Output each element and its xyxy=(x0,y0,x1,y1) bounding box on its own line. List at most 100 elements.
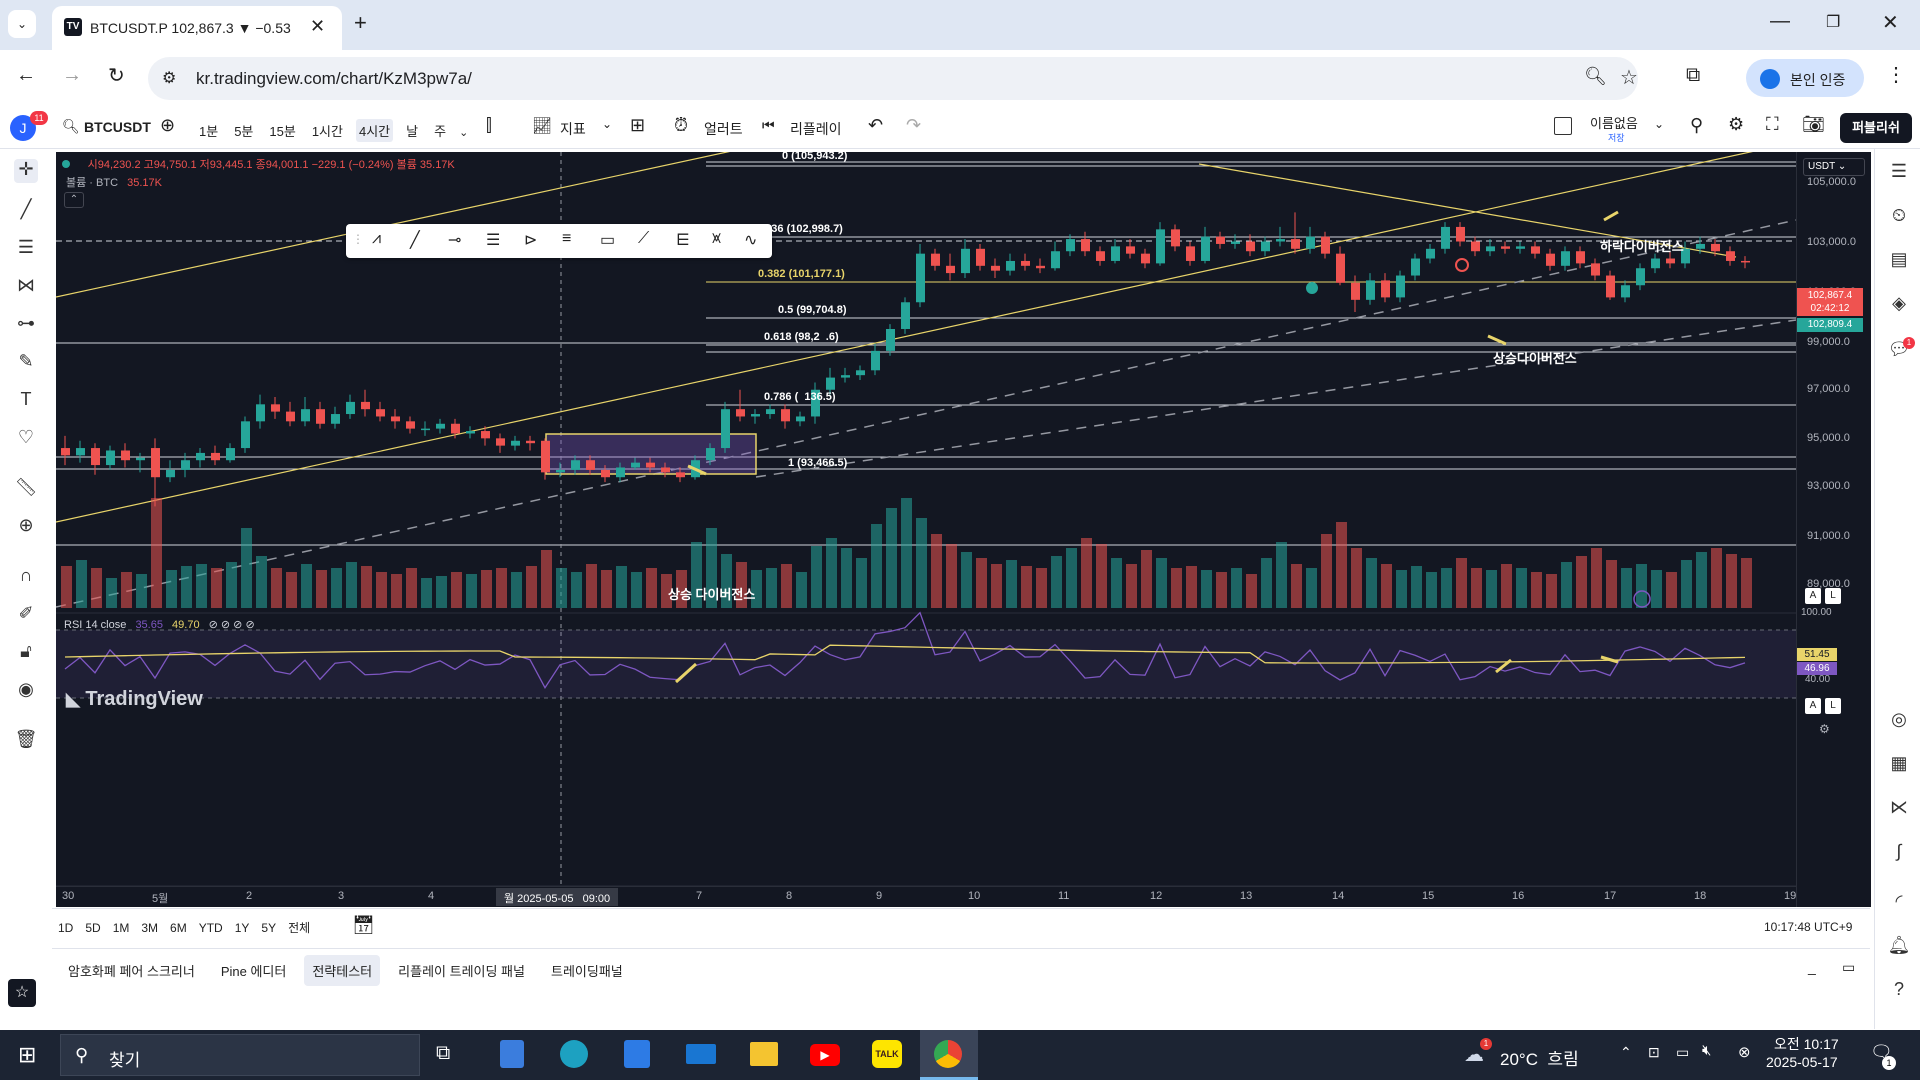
range-4[interactable]: 6M xyxy=(170,921,187,935)
text-tool-icon[interactable]: T xyxy=(20,389,32,409)
range-7[interactable]: 5Y xyxy=(261,921,277,935)
youtube-app-icon[interactable]: ▶ xyxy=(810,1044,840,1066)
range-5[interactable]: YTD xyxy=(198,921,223,935)
fullscreen-icon[interactable]: ⛶ xyxy=(1766,114,1779,134)
annotation-bull-div-2[interactable]: 상승다이버전스 xyxy=(1493,351,1577,366)
layout-checkbox-icon[interactable] xyxy=(1554,117,1572,135)
calculator-app-icon[interactable] xyxy=(500,1040,524,1068)
brush-icon[interactable]: ✎ xyxy=(18,351,34,371)
reload-icon[interactable]: ↻ xyxy=(108,65,125,87)
trash-icon[interactable]: 🗑︎ xyxy=(14,729,38,749)
divergence-mark-1[interactable] xyxy=(1487,334,1507,346)
taskbar-search-box[interactable]: ⚲ 찾기 xyxy=(60,1034,420,1076)
panel-tab-1[interactable]: Pine 에디터 xyxy=(220,964,287,979)
trendline-descending[interactable] xyxy=(1198,163,1737,258)
annotation-bull-div-1[interactable]: 상승 다이버전스 xyxy=(668,587,756,602)
range-0[interactable]: 1D xyxy=(58,921,74,935)
signal-circle-green[interactable] xyxy=(1306,282,1318,294)
ruler-icon[interactable]: 📏︎ xyxy=(14,477,38,497)
signal-circle-red[interactable] xyxy=(1455,258,1469,272)
tool-path-icon[interactable]: ⟋ xyxy=(638,230,650,247)
tool-abc-pattern-icon[interactable]: ⩘ xyxy=(372,230,382,247)
zoom-icon[interactable]: 🔍︎ xyxy=(1584,66,1607,86)
symbol-search-icon[interactable]: 🔍︎ xyxy=(62,118,80,134)
interval-1[interactable]: 5분 xyxy=(234,124,254,139)
tool-pitchfork-icon[interactable]: ⊳ xyxy=(524,232,538,249)
interval-0[interactable]: 1분 xyxy=(199,124,219,139)
time-axis[interactable]: 30 5월 2 3 4 7 8 9 10 11 12 13 14 15 16 17 18 19 월 2025-05… xyxy=(56,886,1796,907)
chart-pane[interactable]: 시94,230.2 고94,750.1 저93,445.1 종94,001.1 … xyxy=(56,150,1871,907)
chrome-app-active[interactable] xyxy=(920,1030,978,1080)
browser-tab[interactable]: TV BTCUSDT.P 102,867.3 ▼ −0.53 ✕ xyxy=(52,6,342,50)
symbol-name[interactable]: BTCUSDT xyxy=(84,119,151,135)
calendar-icon[interactable]: ▦ xyxy=(1890,753,1908,773)
range-8[interactable]: 전체 xyxy=(288,921,311,935)
window-maximize-icon[interactable]: ❐ xyxy=(1826,14,1841,31)
range-3[interactable]: 3M xyxy=(141,921,159,935)
range-1[interactable]: 5D xyxy=(85,921,101,935)
trendline-upper[interactable] xyxy=(56,152,866,298)
news-icon[interactable]: ▤ xyxy=(1890,249,1908,269)
window-close-icon[interactable]: ✕ xyxy=(1882,12,1899,34)
tool-rectangle-icon[interactable]: ▭ xyxy=(600,232,616,249)
panel-tab-4[interactable]: 트레이딩패널 xyxy=(550,964,623,979)
divergence-mark-0[interactable] xyxy=(687,464,707,476)
divergence-mark-4[interactable] xyxy=(1495,658,1512,674)
currency-select[interactable]: USDT ⌄ xyxy=(1803,158,1865,176)
lock-icon[interactable]: 🔓︎ xyxy=(20,641,32,661)
panel-minimize-icon[interactable]: _ xyxy=(1808,959,1816,975)
snapshot-camera-icon[interactable]: 📷︎ xyxy=(1802,114,1825,134)
file-explorer-icon[interactable] xyxy=(750,1042,778,1066)
new-tab-icon[interactable]: + xyxy=(354,10,367,35)
panel-tab-2[interactable]: 전략테스터 xyxy=(304,955,381,986)
layouts-grid-icon[interactable]: ⊞ xyxy=(630,115,646,135)
price-axis[interactable]: USDT ⌄ 105,000.0103,000.0101,000.099,000… xyxy=(1796,152,1871,907)
profile-button[interactable]: 본인 인증 xyxy=(1746,59,1864,97)
interval-menu-chevron-icon[interactable]: ⌄ xyxy=(459,127,469,139)
interval-6[interactable]: 주 xyxy=(434,124,447,139)
crosshair-icon[interactable]: ✛ xyxy=(14,159,38,183)
compare-add-icon[interactable]: ⊕ xyxy=(160,115,176,135)
hide-drawings-eye-icon[interactable]: ◉ xyxy=(18,679,34,699)
stay-drawing-icon[interactable]: ✐ xyxy=(18,603,34,623)
time-settings-icon[interactable]: ⚙ xyxy=(1819,722,1830,736)
interval-4[interactable]: 4시간 xyxy=(355,119,394,142)
layout-menu-chevron-icon[interactable]: ⌄ xyxy=(1654,117,1665,131)
watchlist-star-icon[interactable]: ☆ xyxy=(8,979,36,1007)
windows-start-icon[interactable]: ⊞ xyxy=(18,1042,37,1067)
alerts-clock-icon[interactable]: ⏲ xyxy=(1891,205,1907,225)
chart-type-candles-icon[interactable]: ⫿ xyxy=(486,115,492,135)
extensions-icon[interactable]: ⧉ xyxy=(1686,64,1701,86)
weather-cloud-icon[interactable]: ☁ xyxy=(1464,1044,1484,1066)
lightning-icon[interactable] xyxy=(1633,590,1651,608)
help-icon[interactable]: ? xyxy=(1893,979,1904,999)
notification-bell-icon[interactable]: 🔔︎ xyxy=(1887,935,1911,955)
edge-browser-icon[interactable] xyxy=(560,1040,588,1068)
tool-wave-icon[interactable]: ∿ xyxy=(744,232,758,249)
indicators-button[interactable]: 지표 xyxy=(560,121,586,137)
taskbar-time[interactable]: 오전 10:17 xyxy=(1774,1036,1839,1052)
taskbar-date[interactable]: 2025-05-17 xyxy=(1766,1054,1838,1070)
go-to-date-icon[interactable]: 📅︎ xyxy=(352,915,375,935)
prediction-icon[interactable]: ⊶ xyxy=(17,313,35,333)
browser-menu-icon[interactable]: ⋮ xyxy=(1886,64,1906,86)
range-2[interactable]: 1M xyxy=(112,921,130,935)
tab-list-chevron-icon[interactable]: ⌄ xyxy=(8,10,36,38)
divergence-mark-5[interactable] xyxy=(1600,655,1619,664)
trendline-lower[interactable] xyxy=(56,152,1796,523)
back-icon[interactable]: ← xyxy=(16,64,36,86)
mail-app-icon[interactable] xyxy=(686,1044,716,1064)
layers-icon[interactable]: ◈ xyxy=(1892,293,1906,313)
panel-maximize-icon[interactable]: ▭ xyxy=(1842,959,1856,975)
divergence-mark-2[interactable] xyxy=(1603,210,1619,222)
drag-handle-icon[interactable]: ⋮ xyxy=(352,232,364,246)
url-field[interactable]: ⚙ kr.tradingview.com/chart/KzM3pw7a/ 🔍︎ … xyxy=(148,57,1638,100)
pattern-icon[interactable]: ⋈ xyxy=(17,275,35,295)
tray-chevron-icon[interactable]: ⌃ xyxy=(1620,1044,1632,1060)
tool-elliott-icon[interactable]: ⩙ xyxy=(712,230,722,247)
tool-parallel-channel-icon[interactable]: ≡ xyxy=(562,230,572,247)
forward-icon[interactable]: → xyxy=(62,64,82,86)
divergence-mark-3[interactable] xyxy=(674,662,698,684)
log-scale-button[interactable]: L xyxy=(1825,588,1841,604)
dashed-trend-1[interactable] xyxy=(56,219,1797,608)
